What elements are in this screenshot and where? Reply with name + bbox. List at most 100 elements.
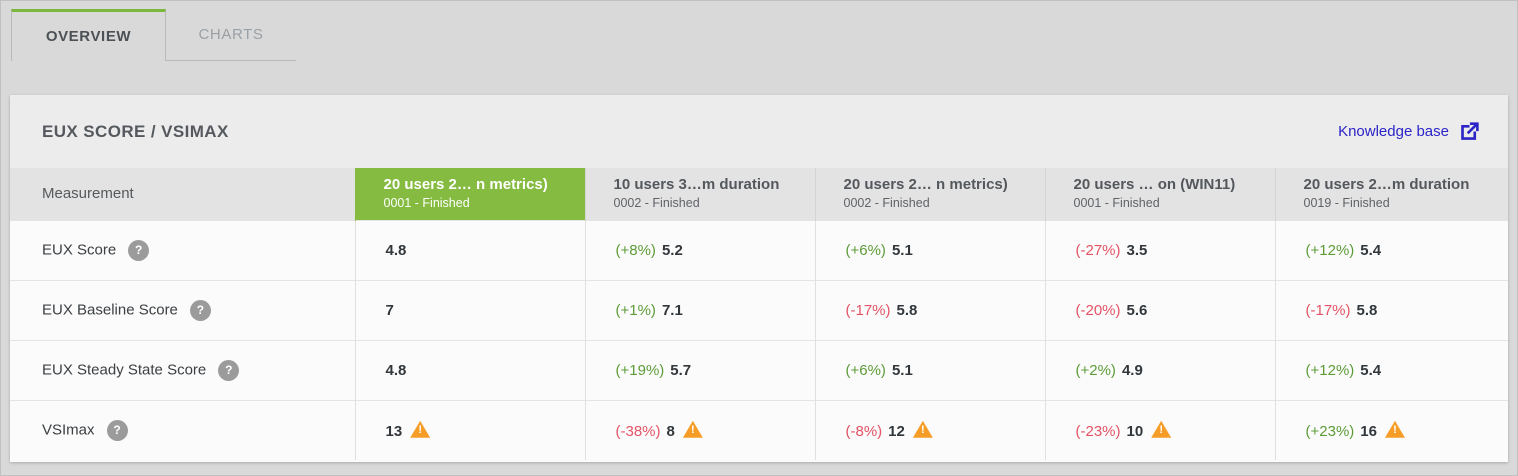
percent-change: (+12%) [1305,361,1355,379]
help-icon[interactable]: ? [106,419,128,441]
comparison-table: Measurement 20 users 2… n metrics) 0001 … [10,168,1508,460]
run-title: 10 users 3…m duration [613,176,780,194]
knowledge-base-link[interactable]: Knowledge base [1338,121,1480,142]
table-header-row: Measurement 20 users 2… n metrics) 0001 … [10,168,1508,220]
row-label: VSImax [42,421,95,439]
run-title: 20 users 2… n metrics) [843,176,1008,194]
row-label: EUX Baseline Score [42,300,178,318]
warning-icon [410,421,430,438]
cell-value: 10 [1126,422,1144,440]
value-cell: (-38%) 8 [584,400,815,460]
cell-value: 5.4 [1360,241,1382,259]
tab-overview[interactable]: OVERVIEW [11,9,166,61]
cell-value: 3.5 [1126,241,1148,259]
percent-change: (+6%) [845,241,886,259]
external-link-icon [1459,121,1480,142]
cell-value: 5.8 [1356,301,1378,319]
value-cell: 4.8 [354,220,585,280]
value-cell: (+12%) 5.4 [1274,340,1508,400]
help-icon[interactable]: ? [128,239,150,261]
measurement-cell: EUX Score? [10,220,355,280]
percent-change: (+19%) [615,361,665,379]
warning-icon [913,421,933,438]
percent-change: (-23%) [1075,422,1121,440]
tab-bar: OVERVIEW CHARTS [11,9,1517,61]
value-cell: (-27%) 3.5 [1044,220,1275,280]
knowledge-base-label: Knowledge base [1338,123,1449,140]
measurement-cell: EUX Steady State Score? [10,340,355,400]
value-cell: (+1%) 7.1 [584,280,815,340]
run-column-header-5[interactable]: 20 users 2…m duration 0019 - Finished [1274,168,1508,220]
run-column-header-3[interactable]: 20 users 2… n metrics) 0002 - Finished [814,168,1045,220]
percent-change: (-38%) [615,422,661,440]
percent-change: (-27%) [1075,241,1121,259]
value-cell: (-23%) 10 [1044,400,1275,460]
run-title: 20 users … on (WIN11) [1073,176,1236,194]
eux-score-panel: EUX SCORE / VSIMAX Knowledge base Measur… [10,95,1508,462]
tab-overview-label: OVERVIEW [45,28,132,45]
run-column-header-1[interactable]: 20 users 2… n metrics) 0001 - Finished [354,168,585,220]
percent-change: (+8%) [615,241,656,259]
value-cell: 7 [354,280,585,340]
cell-value: 4.9 [1121,361,1143,379]
cell-value: 4.8 [385,361,407,379]
warning-icon [683,421,703,438]
measurement-cell: EUX Baseline Score? [10,280,355,340]
tab-charts[interactable]: CHARTS [166,9,296,61]
table-row: EUX Score? 4.8 (+8%) 5.2 (+6%) 5.1 (-27%) 3… [10,220,1508,280]
cell-value: 16 [1360,422,1377,440]
cell-value: 8 [666,422,675,440]
value-cell: (+8%) 5.2 [584,220,815,280]
value-cell: (-17%) 5.8 [814,280,1045,340]
value-cell: (-8%) 12 [814,400,1045,460]
tab-charts-label: CHARTS [198,26,264,43]
panel-title: EUX SCORE / VSIMAX [42,121,229,141]
measurement-column-header: Measurement [42,185,134,203]
warning-icon [1151,421,1171,438]
percent-change: (-17%) [845,301,891,319]
table-row: EUX Baseline Score? 7 (+1%) 7.1 (-17%) 5.8… [10,280,1508,340]
value-cell: (-17%) 5.8 [1274,280,1508,340]
table-body: EUX Score? 4.8 (+8%) 5.2 (+6%) 5.1 (-27%) 3… [10,220,1508,460]
percent-change: (-8%) [845,422,883,440]
table-row: VSImax? 13 (-38%) 8 (-8%) 12 (-23%) 10 (+23… [10,400,1508,460]
run-subtitle: 0002 - Finished [613,196,700,210]
percent-change: (+12%) [1305,241,1355,259]
cell-value: 7.1 [661,301,683,319]
run-column-header-4[interactable]: 20 users … on (WIN11) 0001 - Finished [1044,168,1275,220]
measurement-cell: VSImax? [10,400,355,460]
table-row: EUX Steady State Score? 4.8 (+19%) 5.7 (+… [10,340,1508,400]
help-icon[interactable]: ? [218,359,240,381]
run-subtitle: 0002 - Finished [843,196,930,210]
percent-change: (-17%) [1305,301,1351,319]
cell-value: 5.1 [891,241,913,259]
cell-value: 5.7 [670,361,692,379]
value-cell: (+6%) 5.1 [814,220,1045,280]
run-title: 20 users 2… n metrics) [383,176,548,194]
percent-change: (+23%) [1305,422,1355,440]
value-cell: (+19%) 5.7 [584,340,815,400]
row-label: EUX Steady State Score [42,360,207,378]
run-subtitle: 0001 - Finished [383,196,470,210]
cell-value: 5.8 [896,301,918,319]
value-cell: (-20%) 5.6 [1044,280,1275,340]
value-cell: (+6%) 5.1 [814,340,1045,400]
value-cell: 13 [354,400,585,460]
cell-value: 12 [888,422,905,440]
value-cell: (+2%) 4.9 [1044,340,1275,400]
value-cell: 4.8 [354,340,585,400]
run-title: 20 users 2…m duration [1303,176,1470,194]
cell-value: 5.6 [1126,301,1148,319]
percent-change: (+6%) [845,361,886,379]
cell-value: 13 [385,422,403,440]
cell-value: 4.8 [385,241,407,259]
help-icon[interactable]: ? [189,299,211,321]
run-subtitle: 0019 - Finished [1303,196,1390,210]
run-column-header-2[interactable]: 10 users 3…m duration 0002 - Finished [584,168,815,220]
cell-value: 5.1 [891,361,913,379]
cell-value: 5.4 [1360,361,1382,379]
value-cell: (+23%) 16 [1274,400,1508,460]
cell-value: 5.2 [661,241,683,259]
value-cell: (+12%) 5.4 [1274,220,1508,280]
percent-change: (+1%) [615,301,656,319]
